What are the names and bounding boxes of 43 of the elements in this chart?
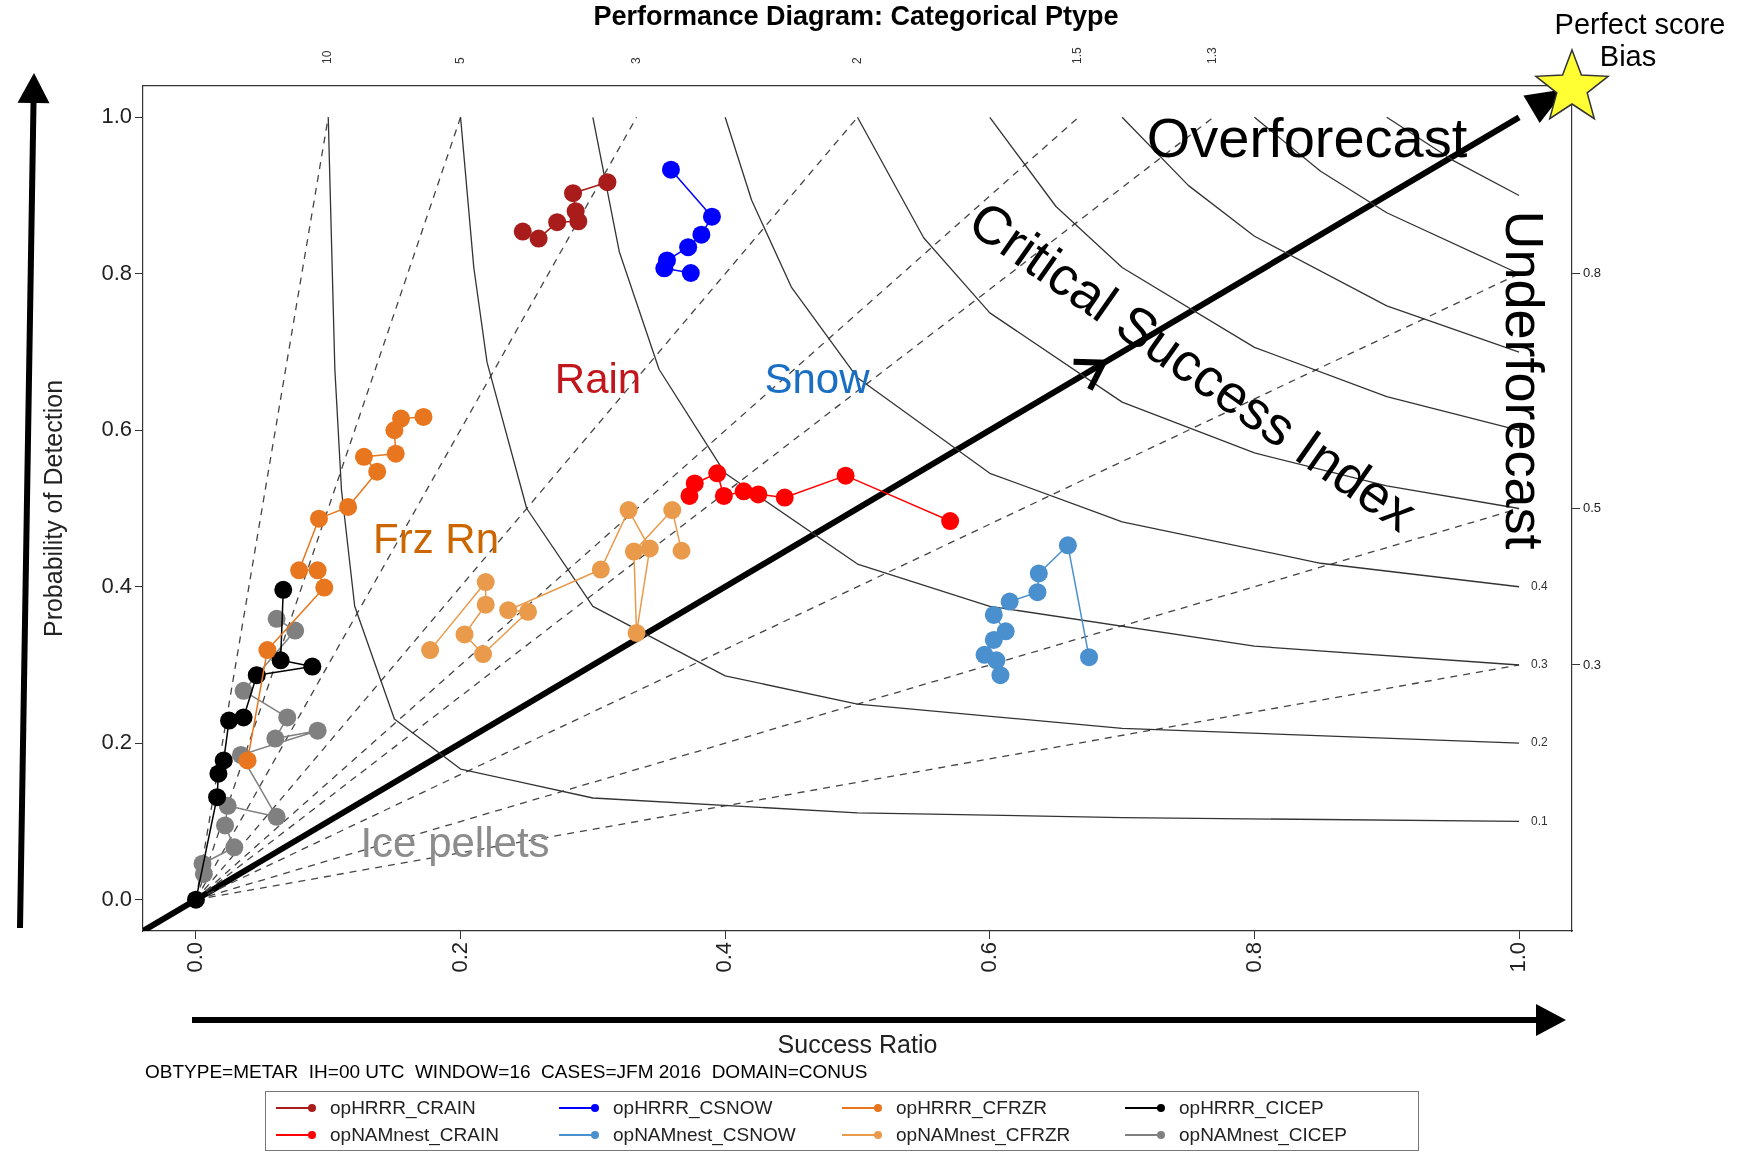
y-tick-label: 0.8 bbox=[101, 259, 132, 285]
y-tick-label: 0.2 bbox=[101, 729, 132, 755]
annotation: 0.4 bbox=[1531, 579, 1549, 594]
y-tick-label: 1.0 bbox=[101, 103, 132, 129]
chart-title: Performance Diagram: Categorical Ptype bbox=[593, 1, 1119, 32]
y-tick-label: 0.4 bbox=[101, 572, 132, 598]
x-tick-label: 0.8 bbox=[1240, 942, 1266, 973]
x2-axis-title: Bias bbox=[1599, 40, 1657, 72]
annotation: Frz Rn bbox=[373, 514, 499, 562]
legend-label: opHRRR_CFRZR bbox=[896, 1096, 1047, 1119]
x-tick-label: 0.6 bbox=[975, 942, 1001, 973]
x-axis-title: Success Ratio bbox=[777, 1029, 938, 1058]
legend-label: opHRRR_CRAIN bbox=[330, 1096, 476, 1119]
text: 2 bbox=[850, 57, 865, 64]
legend-label: opHRRR_CICEP bbox=[1179, 1096, 1324, 1119]
text: 5 bbox=[453, 57, 468, 64]
annotation: 0.1 bbox=[1531, 814, 1549, 829]
annotation: 0.3 bbox=[1531, 657, 1549, 672]
legend-label: opNAMnest_CSNOW bbox=[613, 1123, 796, 1146]
y-tick-label: 0.6 bbox=[101, 416, 132, 442]
y2-tick-label: 0.3 bbox=[1583, 656, 1602, 672]
annotation: Underforecast bbox=[1495, 210, 1556, 550]
text: OBTYPE=METAR IH=00 UTC WINDOW=16 CASES=JFM 2016 DOMAIN=CONUS bbox=[145, 1061, 868, 1083]
y-tick-label: 0.0 bbox=[101, 885, 132, 911]
legend-label: opNAMnest_CICEP bbox=[1179, 1123, 1347, 1146]
annotation: Rain bbox=[554, 354, 642, 402]
y2-tick-label: 0.8 bbox=[1583, 265, 1602, 281]
text: 1.5 bbox=[1070, 46, 1085, 64]
y-axis-title: Probability of Detection bbox=[38, 379, 67, 638]
text: Perfect score bbox=[1554, 8, 1726, 40]
annotation: 0.2 bbox=[1531, 735, 1549, 750]
x-tick-label: 0.0 bbox=[181, 942, 207, 973]
text: 1.3 bbox=[1205, 46, 1220, 64]
legend-label: opNAMnest_CFRZR bbox=[896, 1123, 1071, 1146]
text: 3 bbox=[629, 57, 644, 64]
annotation: Ice pellets bbox=[360, 818, 550, 866]
y2-tick-label: 0.5 bbox=[1583, 500, 1602, 516]
x-tick-label: 0.2 bbox=[446, 942, 472, 973]
text: 10 bbox=[320, 50, 335, 64]
x-tick-label: 1.0 bbox=[1505, 942, 1531, 973]
legend-label: opNAMnest_CRAIN bbox=[330, 1123, 499, 1146]
x-tick-label: 0.4 bbox=[711, 942, 737, 973]
legend-label: opHRRR_CSNOW bbox=[613, 1096, 773, 1119]
